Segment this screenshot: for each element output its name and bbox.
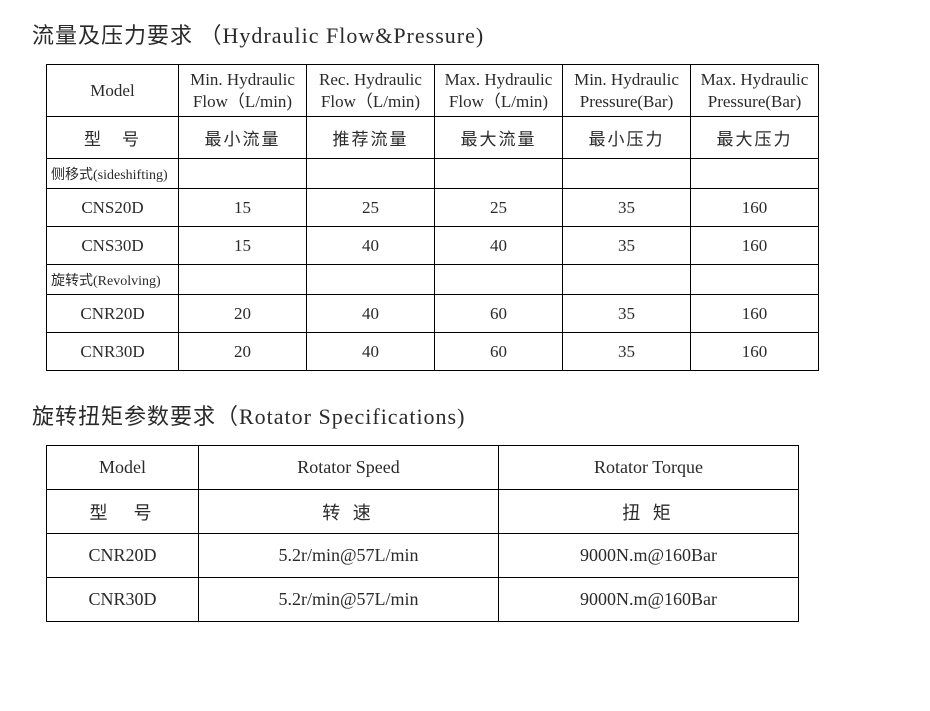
table-cell: CNR20D (47, 295, 179, 333)
t1-blank (179, 159, 307, 189)
table-cell: 60 (435, 333, 563, 371)
hydraulic-flow-pressure-table: Model Min. Hydraulic Flow（L/min) Rec. Hy… (46, 64, 819, 371)
t1-h-cn-max-flow: 最大流量 (435, 117, 563, 159)
table-cell: 25 (435, 189, 563, 227)
table-cell: 35 (563, 295, 691, 333)
table-cell: 20 (179, 333, 307, 371)
t1-blank (563, 159, 691, 189)
t1-blank (307, 159, 435, 189)
t1-h-cn-rec-flow: 推荐流量 (307, 117, 435, 159)
table-cell: 160 (691, 295, 819, 333)
t1-blank (179, 265, 307, 295)
t2-h-cn-model: 型 号 (47, 490, 199, 534)
section1-title: 流量及压力要求 （Hydraulic Flow&Pressure) (32, 18, 930, 50)
t2-h-en-speed: Rotator Speed (199, 446, 499, 490)
table-cell: 35 (563, 333, 691, 371)
t2-h-en-torque: Rotator Torque (499, 446, 799, 490)
t1-h-en-model: Model (47, 65, 179, 117)
table-cell: 40 (307, 333, 435, 371)
table-cell: CNR30D (47, 578, 199, 622)
table-cell: 9000N.m@160Bar (499, 578, 799, 622)
table-cell: 9000N.m@160Bar (499, 534, 799, 578)
t1-blank (691, 159, 819, 189)
t2-h-cn-speed: 转 速 (199, 490, 499, 534)
t1-h-en-min-press: Min. Hydraulic Pressure(Bar) (563, 65, 691, 117)
table-cell: 60 (435, 295, 563, 333)
table-cell: 25 (307, 189, 435, 227)
table-cell: 20 (179, 295, 307, 333)
table-cell: CNS20D (47, 189, 179, 227)
table-cell: 5.2r/min@57L/min (199, 534, 499, 578)
t1-h-en-max-flow: Max. Hydraulic Flow（L/min) (435, 65, 563, 117)
table-cell: 160 (691, 333, 819, 371)
t1-group2-label: 旋转式(Revolving) (47, 265, 179, 295)
table-cell: 40 (307, 227, 435, 265)
t1-blank (691, 265, 819, 295)
table-cell: CNR20D (47, 534, 199, 578)
table-cell: 40 (307, 295, 435, 333)
table-cell: 15 (179, 189, 307, 227)
t1-h-cn-max-press: 最大压力 (691, 117, 819, 159)
table-cell: 40 (435, 227, 563, 265)
table-cell: CNR30D (47, 333, 179, 371)
rotator-spec-table: Model Rotator Speed Rotator Torque 型 号 转… (46, 445, 799, 622)
t1-h-en-max-press: Max. Hydraulic Pressure(Bar) (691, 65, 819, 117)
table-cell: 160 (691, 189, 819, 227)
table-cell: 15 (179, 227, 307, 265)
t1-h-cn-min-press: 最小压力 (563, 117, 691, 159)
t1-group1-label: 侧移式(sideshifting) (47, 159, 179, 189)
t1-h-cn-min-flow: 最小流量 (179, 117, 307, 159)
table-cell: 160 (691, 227, 819, 265)
t1-h-en-min-flow: Min. Hydraulic Flow（L/min) (179, 65, 307, 117)
table-cell: 5.2r/min@57L/min (199, 578, 499, 622)
t1-h-cn-model: 型 号 (47, 117, 179, 159)
table-cell: CNS30D (47, 227, 179, 265)
t1-h-en-rec-flow: Rec. Hydraulic Flow（L/min) (307, 65, 435, 117)
t2-h-cn-torque: 扭 矩 (499, 490, 799, 534)
t1-blank (307, 265, 435, 295)
t1-blank (435, 159, 563, 189)
section2-title: 旋转扭矩参数要求（Rotator Specifications) (32, 399, 930, 431)
table-cell: 35 (563, 189, 691, 227)
t2-h-en-model: Model (47, 446, 199, 490)
t1-blank (435, 265, 563, 295)
table-cell: 35 (563, 227, 691, 265)
t1-blank (563, 265, 691, 295)
